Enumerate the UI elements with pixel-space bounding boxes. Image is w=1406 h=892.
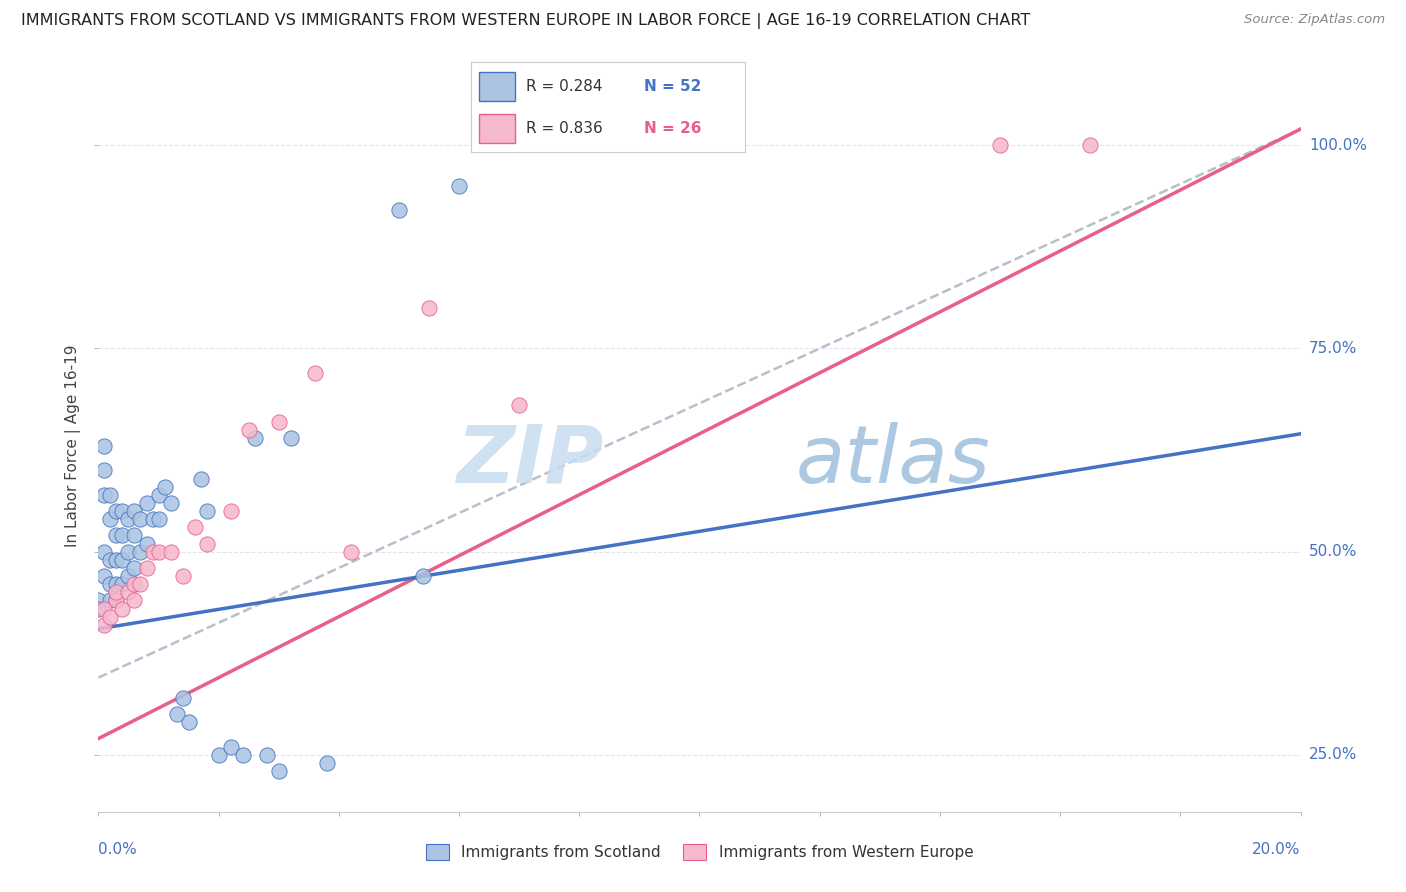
Point bbox=[1078, 138, 1101, 153]
Point bbox=[117, 544, 139, 558]
Point bbox=[340, 544, 363, 558]
Point bbox=[124, 593, 146, 607]
Point bbox=[105, 504, 128, 518]
Point bbox=[93, 439, 115, 453]
Point bbox=[100, 577, 122, 591]
Point bbox=[388, 203, 411, 218]
Point bbox=[117, 585, 139, 599]
Point bbox=[93, 617, 115, 632]
Point bbox=[141, 544, 163, 558]
FancyBboxPatch shape bbox=[479, 114, 515, 143]
Text: R = 0.284: R = 0.284 bbox=[526, 79, 602, 94]
Point bbox=[111, 504, 134, 518]
Point bbox=[219, 504, 242, 518]
Point bbox=[412, 569, 434, 583]
Point bbox=[135, 536, 157, 550]
Point bbox=[172, 690, 194, 705]
Point bbox=[304, 366, 326, 380]
Point bbox=[124, 528, 146, 542]
Point bbox=[124, 577, 146, 591]
Point bbox=[148, 488, 170, 502]
Point bbox=[105, 577, 128, 591]
Point bbox=[280, 431, 302, 445]
Point bbox=[93, 488, 115, 502]
Point bbox=[243, 431, 266, 445]
Point bbox=[87, 593, 110, 607]
Point bbox=[111, 553, 134, 567]
Point bbox=[267, 415, 290, 429]
Point bbox=[111, 528, 134, 542]
Text: 0.0%: 0.0% bbox=[98, 842, 138, 857]
Point bbox=[135, 561, 157, 575]
Point bbox=[93, 544, 115, 558]
Text: N = 52: N = 52 bbox=[644, 79, 702, 94]
Text: 100.0%: 100.0% bbox=[1309, 137, 1367, 153]
Point bbox=[183, 520, 205, 534]
Point bbox=[232, 747, 254, 762]
Text: N = 26: N = 26 bbox=[644, 121, 702, 136]
Point bbox=[105, 593, 128, 607]
Text: ZIP: ZIP bbox=[456, 422, 603, 500]
Text: 50.0%: 50.0% bbox=[1309, 544, 1357, 559]
Point bbox=[105, 553, 128, 567]
Point bbox=[129, 512, 152, 526]
Point bbox=[105, 528, 128, 542]
Point bbox=[87, 601, 110, 615]
Y-axis label: In Labor Force | Age 16-19: In Labor Force | Age 16-19 bbox=[65, 344, 82, 548]
Point bbox=[105, 593, 128, 607]
Point bbox=[256, 747, 278, 762]
Point bbox=[100, 593, 122, 607]
Point bbox=[111, 601, 134, 615]
Point bbox=[124, 504, 146, 518]
Text: R = 0.836: R = 0.836 bbox=[526, 121, 603, 136]
Point bbox=[93, 569, 115, 583]
Point bbox=[172, 569, 194, 583]
Text: Source: ZipAtlas.com: Source: ZipAtlas.com bbox=[1244, 13, 1385, 27]
Point bbox=[100, 488, 122, 502]
Point bbox=[195, 536, 218, 550]
Point bbox=[117, 569, 139, 583]
Text: 75.0%: 75.0% bbox=[1309, 341, 1357, 356]
Point bbox=[166, 707, 188, 722]
Point bbox=[219, 739, 242, 754]
Point bbox=[129, 577, 152, 591]
Point bbox=[124, 561, 146, 575]
Point bbox=[267, 764, 290, 778]
Point bbox=[988, 138, 1011, 153]
Legend: Immigrants from Scotland, Immigrants from Western Europe: Immigrants from Scotland, Immigrants fro… bbox=[419, 838, 980, 866]
Point bbox=[315, 756, 337, 770]
Point bbox=[135, 496, 157, 510]
Point bbox=[117, 512, 139, 526]
Text: 20.0%: 20.0% bbox=[1253, 842, 1301, 857]
Text: 25.0%: 25.0% bbox=[1309, 747, 1357, 763]
Point bbox=[159, 544, 181, 558]
Point bbox=[208, 747, 231, 762]
Point bbox=[238, 423, 260, 437]
Point bbox=[148, 512, 170, 526]
Point bbox=[111, 577, 134, 591]
Point bbox=[93, 463, 115, 477]
Point bbox=[195, 504, 218, 518]
Point bbox=[100, 512, 122, 526]
Point bbox=[93, 601, 115, 615]
Point bbox=[141, 512, 163, 526]
FancyBboxPatch shape bbox=[479, 72, 515, 101]
Point bbox=[100, 553, 122, 567]
Point bbox=[100, 609, 122, 624]
Point bbox=[418, 301, 440, 315]
Point bbox=[159, 496, 181, 510]
Text: atlas: atlas bbox=[796, 422, 990, 500]
Point bbox=[153, 480, 176, 494]
Point bbox=[148, 544, 170, 558]
Text: IMMIGRANTS FROM SCOTLAND VS IMMIGRANTS FROM WESTERN EUROPE IN LABOR FORCE | AGE : IMMIGRANTS FROM SCOTLAND VS IMMIGRANTS F… bbox=[21, 13, 1031, 29]
Point bbox=[447, 178, 470, 193]
Point bbox=[177, 715, 200, 730]
Point bbox=[129, 544, 152, 558]
Point bbox=[190, 471, 212, 485]
Point bbox=[105, 585, 128, 599]
Point bbox=[508, 398, 530, 412]
